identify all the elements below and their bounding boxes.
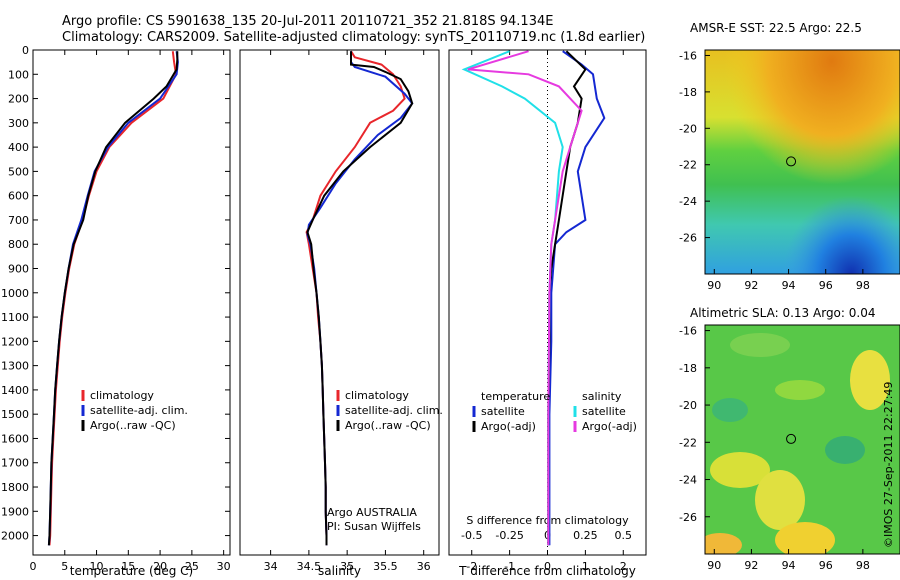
legend-title-temperature: temperature [481,390,550,403]
map-y-tick-label: -24 [679,195,697,208]
x-tick-label: 15 [121,560,135,573]
x-tick-label: 1 [582,560,589,573]
map-x-tick-label: 92 [744,559,758,572]
x-tick-label: 30 [217,560,231,573]
map-x-tick-label: 92 [744,279,758,292]
y-tick-label: 1000 [1,287,29,300]
y-tick-label: 2000 [1,530,29,543]
legend-label: Argo(-adj) [582,420,637,433]
y-tick-label: 1700 [1,457,29,470]
y-tick-label: 900 [8,263,29,276]
y-tick-label: 800 [8,238,29,251]
x2-tick-label: -0.5 [461,529,482,542]
map-y-tick-label: -26 [679,511,697,524]
map-y-tick-label: -20 [679,399,697,412]
y-tick-label: 1500 [1,408,29,421]
y-tick-label: 400 [8,141,29,154]
y-tick-label: 1600 [1,432,29,445]
map-x-tick-label: 98 [856,279,870,292]
map-x-tick-label: 94 [782,279,796,292]
x-tick-label: 35 [340,560,354,573]
figure-title-line1: Argo profile: CS 5901638_135 20-Jul-2011… [62,14,554,29]
argo-position-marker [786,156,797,167]
series-line [47,51,179,546]
x-axis-label: salinity [318,564,361,578]
legend-label: satellite [582,405,626,418]
figure-title-line2: Climatology: CARS2009. Satellite-adjuste… [62,30,646,45]
y-tick-label: 1200 [1,335,29,348]
sla-map-title: Altimetric SLA: 0.13 Argo: 0.04 [690,306,875,320]
y-tick-label: 1800 [1,481,29,494]
x-tick-label: 34.5 [297,560,322,573]
x-tick-label: 35.5 [373,560,398,573]
legend-label: satellite-adj. clim. [345,404,443,417]
x2-tick-label: 0.5 [615,529,633,542]
map-y-tick-label: -24 [679,474,697,487]
x-tick-label: 36 [417,560,431,573]
legend-label: climatology [90,389,154,402]
x-tick-label: 25 [185,560,199,573]
salinity-annotation-line1: Argo AUSTRALIA [327,506,417,519]
legend-label: satellite-adj. clim. [90,404,188,417]
legend-label: Argo(..raw -QC) [90,419,176,432]
y-tick-label: 0 [22,44,29,57]
sst-map-title: AMSR-E SST: 22.5 Argo: 22.5 [690,21,862,35]
y-tick-label: 1400 [1,384,29,397]
x-tick-label: 10 [90,560,104,573]
map-x-tick-label: 96 [819,559,833,572]
map-x-tick-label: 98 [856,559,870,572]
argo-position-marker [786,433,797,444]
legend-title-salinity: salinity [582,390,622,403]
x-tick-label: 5 [61,560,68,573]
series-line [548,50,606,546]
map-y-tick-label: -18 [679,86,697,99]
x2-tick-label: 0.25 [573,529,598,542]
map-x-tick-label: 96 [819,279,833,292]
x-tick-label: -2 [466,560,477,573]
map-x-tick-label: 94 [782,559,796,572]
y-tick-label: 500 [8,165,29,178]
x-tick-label: 34 [264,560,278,573]
x2-tick-label: -0.25 [495,529,523,542]
y-tick-label: 100 [8,68,29,81]
legend-label: satellite [481,405,525,418]
legend-label: climatology [345,389,409,402]
x-tick-label: 2 [620,560,627,573]
y-tick-label: 300 [8,117,29,130]
sst-map [705,50,900,274]
y-tick-label: 1900 [1,505,29,518]
legend-label: Argo(-adj) [481,420,536,433]
salinity-annotation-line2: PI: Susan Wijffels [327,520,421,533]
sla-map [705,325,900,554]
x-axis-label: T difference from climatology [458,564,636,578]
x-tick-label: 0 [544,560,551,573]
x-axis-label: temperature (deg C) [70,564,193,578]
y-tick-label: 1100 [1,311,29,324]
sla-map-frame [704,324,900,555]
y-tick-label: 200 [8,93,29,106]
map-y-tick-label: -20 [679,122,697,135]
map-x-tick-label: 90 [707,279,721,292]
series-line [306,51,414,546]
y-tick-label: 700 [8,214,29,227]
x-tick-label: -1 [504,560,515,573]
side-credit: ©IMOS 27-Sep-2011 22:27:49 [882,382,895,548]
map-y-tick-label: -22 [679,159,697,172]
map-y-tick-label: -26 [679,232,697,245]
y-tick-label: 600 [8,190,29,203]
x-tick-label: 20 [153,560,167,573]
map-y-tick-label: -16 [679,49,697,62]
x-tick-label: 0 [30,560,37,573]
y-tick-label: 1300 [1,360,29,373]
map-x-tick-label: 90 [707,559,721,572]
salinity-plot-frame [239,49,440,556]
legend-label: Argo(..raw -QC) [345,419,431,432]
map-y-tick-label: -22 [679,436,697,449]
sst-map-frame [704,49,900,275]
temperature-plot-frame [32,49,231,556]
map-y-tick-label: -16 [679,325,697,338]
series-line [467,50,583,546]
map-y-tick-label: -18 [679,362,697,375]
